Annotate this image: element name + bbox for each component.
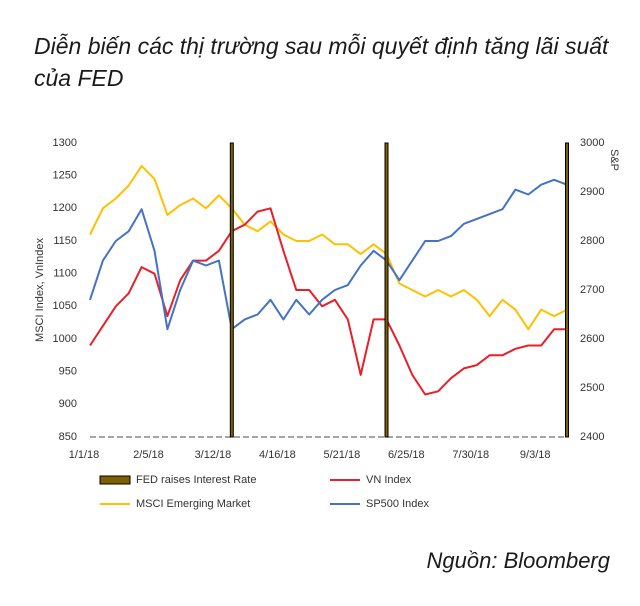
source: Nguồn: Bloomberg (426, 548, 610, 573)
legend-label: MSCI Emerging Market (136, 498, 250, 510)
x-tick-label: 9/3/18 (520, 449, 551, 461)
series-line (89, 178, 568, 331)
y-tick-label: 900 (59, 398, 77, 410)
legend-label: VN Index (366, 474, 412, 486)
y2-tick-label: 2600 (580, 333, 604, 345)
x-tick-label: 4/16/18 (259, 449, 296, 461)
y-tick-label: 1150 (53, 235, 77, 247)
x-tick-label: 2/5/18 (133, 449, 164, 461)
fed-raise-bar (565, 142, 569, 438)
y-tick-label: 1250 (53, 170, 77, 182)
chart-title: Diễn biến các thị trường sau mỗi quyết đ… (34, 33, 609, 91)
series-line (89, 164, 568, 331)
x-tick-label: 1/1/18 (69, 449, 100, 461)
y-tick-label: 1200 (53, 202, 77, 214)
y2-tick-label: 2500 (580, 382, 604, 394)
x-tick-label: 5/21/18 (323, 449, 360, 461)
legend-label: SP500 Index (366, 498, 429, 510)
y2-tick-label: 2700 (580, 284, 604, 296)
y-tick-label: 850 (59, 431, 77, 443)
series-line (89, 207, 567, 396)
x-tick-label: 6/25/18 (388, 449, 425, 461)
y-tick-label: 1100 (53, 268, 77, 280)
x-tick-label: 7/30/18 (452, 449, 489, 461)
legend-label: FED raises Interest Rate (136, 474, 256, 486)
y2-tick-label: 2400 (580, 431, 604, 443)
y-tick-label: 1050 (53, 300, 77, 312)
y-tick-label: 1300 (53, 137, 77, 149)
y-tick-label: 1000 (53, 333, 77, 345)
y-tick-label: 950 (59, 366, 77, 378)
legend-swatch (99, 475, 131, 485)
y2-tick-label: 3000 (580, 137, 604, 149)
y2-tick-label: 2900 (580, 186, 604, 198)
x-tick-label: 3/12/18 (195, 449, 232, 461)
y-axis-label: MSCI Index, VnIndex (34, 238, 46, 342)
y2-tick-label: 2800 (580, 235, 604, 247)
fed-raise-bar (229, 142, 234, 438)
fed-raise-bar (384, 142, 389, 438)
y2-axis-label: S&P (608, 149, 620, 171)
